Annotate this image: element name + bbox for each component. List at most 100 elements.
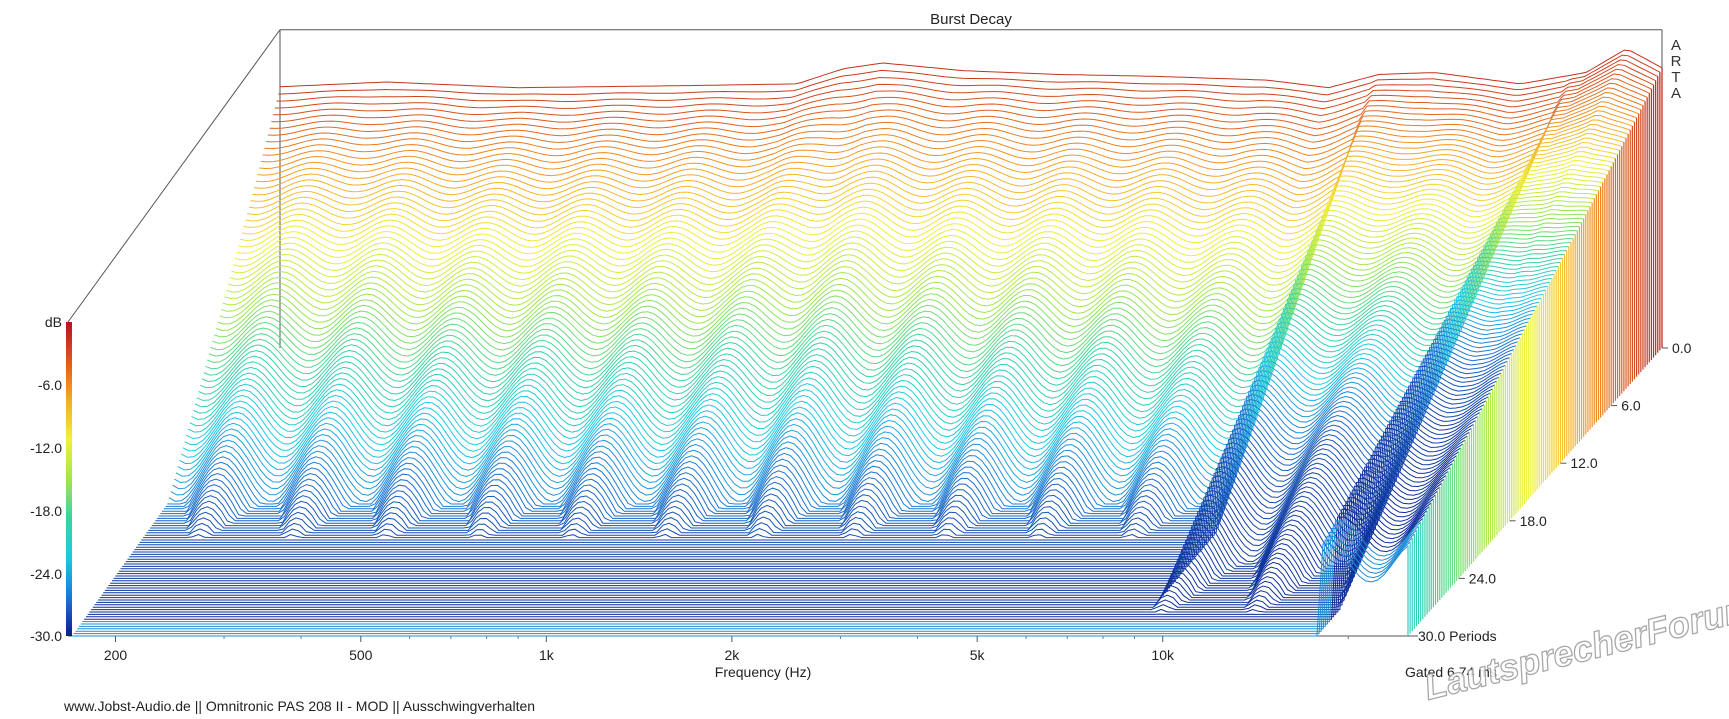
decay-curve [212,225,1580,345]
x-tick-label: 1k [539,647,555,663]
decay-curve [155,357,1510,522]
arta-letter: A [1671,37,1681,54]
decay-curve [205,242,1572,370]
footer-caption: www.Jobst-Audio.de || Omnitronic PAS 208… [63,698,535,714]
decay-curve [73,539,1411,635]
decay-curve [243,146,1618,229]
decay-curve [276,59,1659,103]
decay-curve [144,380,1498,536]
decay-curve [248,132,1625,209]
decay-curve [120,435,1468,570]
z-tick-label: -12.0 [30,440,62,456]
decay-curve [266,87,1646,143]
decay-curve [255,114,1633,183]
decay-curve [129,416,1479,558]
decay-curve [118,439,1466,572]
decay-curve [104,470,1449,591]
depth-tick-label: 12.0 [1570,455,1597,471]
decay-curve [191,273,1555,421]
decay-curve [201,250,1567,383]
decay-curve [220,204,1591,313]
decay-curve [156,353,1512,519]
decay-curve [215,217,1584,332]
decay-curve [267,82,1648,137]
decay-curve [77,531,1415,630]
decay-curve [174,313,1534,484]
axis-ticks: dB -6.0 -12.0 -18.0 -24.0 -30.0 200 500 1k 2k 5k 10… [30,314,1692,663]
decay-curve [72,543,1409,637]
decay-curve [96,489,1438,603]
decay-curve [117,443,1464,575]
decay-curve [139,392,1491,543]
chart-title: Burst Decay [930,11,1012,28]
depth-tick-label: 18.0 [1520,513,1547,529]
decay-curve [141,388,1493,541]
decay-curve [279,49,1663,89]
decay-curve [184,289,1546,446]
decay-curve [213,221,1582,338]
decay-curve [203,246,1569,376]
decay-curve [168,325,1527,503]
decay-curve [106,466,1451,589]
depth-tick-label: 24.0 [1469,570,1496,586]
decay-curve [238,159,1612,248]
decay-curve [219,209,1588,319]
decay-curve [271,73,1652,123]
decay-curve [222,200,1593,306]
decay-curve [210,229,1578,351]
decay-curve [193,269,1557,414]
decay-curve [196,262,1561,402]
decay-curve [180,297,1542,459]
decay-curve [194,266,1559,408]
decay-curve [108,462,1453,587]
decay-curve [187,281,1550,433]
decay-curve [226,191,1597,294]
decay-curve [170,321,1529,496]
decay-curve [134,404,1485,551]
decay-curve [234,168,1608,261]
decay-curve [113,450,1460,579]
arta-letter: R [1671,53,1682,70]
color-scale-bar [66,322,72,636]
decay-curves [72,49,1663,637]
decay-curve [85,512,1426,618]
decay-curve [130,412,1481,555]
decay-curve [91,501,1432,611]
decay-curve [101,478,1445,596]
decay-curve [186,285,1548,440]
decay-curve [136,400,1487,548]
frame-diagonal-edge [67,29,281,323]
decay-curve [247,137,1622,216]
z-tick-label: -6.0 [38,377,62,393]
decay-curve [162,341,1519,512]
arta-logo: A R T A [1671,37,1682,102]
decay-curve [124,427,1472,565]
decay-curve [224,195,1595,300]
decay-curve [177,305,1538,471]
decay-curve [137,396,1489,546]
decay-curve [163,337,1521,510]
x-tick-label: 500 [349,647,373,663]
decay-curve [231,177,1603,274]
decay-curve [269,78,1650,130]
decay-curve [189,277,1552,427]
decay-curve [198,258,1563,395]
decay-curve [148,372,1502,531]
decay-curve [208,234,1576,357]
decay-curve [241,151,1616,235]
decay-curve [160,345,1517,515]
decay-curve [125,423,1474,563]
decay-curve [80,524,1419,625]
x-tick-label: 200 [104,647,128,663]
decay-curve [98,485,1441,601]
decay-curve [103,474,1447,594]
decay-curve [165,333,1523,507]
depth-tick-label: 0.0 [1672,340,1692,356]
x-axis-label: Frequency (Hz) [715,664,811,680]
decay-curve [179,301,1540,465]
depth-tick-label: 6.0 [1621,398,1641,414]
decay-curve [274,64,1656,110]
decay-curve [200,254,1565,389]
gated-label: Gated 6.74 ms [1405,664,1497,680]
